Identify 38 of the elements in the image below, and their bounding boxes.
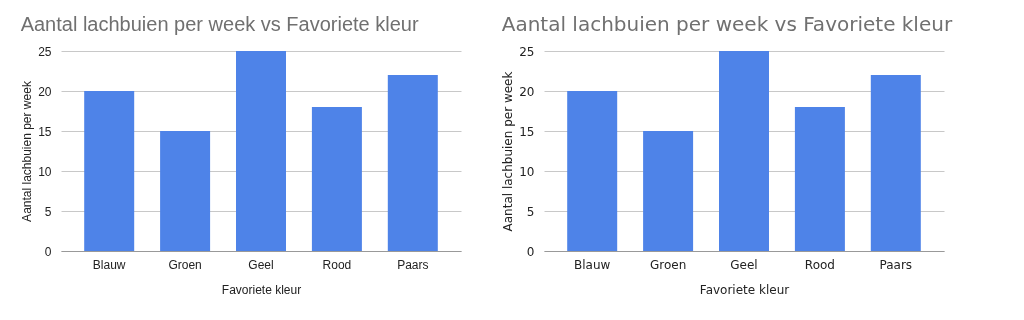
bar: [643, 131, 694, 251]
y-axis-title: Aantal lachbuien per week: [20, 80, 35, 222]
x-tick-label: Paars: [397, 257, 429, 272]
bar: [567, 91, 618, 251]
y-tick-label: 15: [519, 124, 535, 139]
y-axis-title: Aantal lachbuien per week: [501, 71, 516, 232]
bar: [387, 75, 438, 251]
x-tick-label: Rood: [322, 257, 352, 272]
y-tick-label: 0: [44, 244, 52, 259]
bar: [794, 107, 845, 251]
x-tick-label: Paars: [879, 257, 913, 272]
y-tick-label: 20: [519, 84, 535, 99]
bar: [719, 51, 769, 251]
y-tick-label: 10: [519, 164, 535, 179]
chart-title: Aantal lachbuien per week vs Favoriete kleur: [20, 13, 419, 35]
x-axis-title: Favoriete kleur: [699, 282, 790, 297]
y-tick-label: 0: [526, 244, 535, 259]
y-tick-label: 5: [526, 204, 535, 219]
bar: [311, 107, 362, 251]
x-tick-label: Geel: [248, 257, 274, 272]
x-tick-label: Groen: [168, 257, 202, 272]
y-tick-label: 5: [44, 204, 52, 219]
x-axis-title: Favoriete kleur: [221, 282, 302, 297]
bar: [236, 51, 286, 251]
x-tick-label: Blauw: [574, 257, 611, 272]
bar: [160, 131, 211, 251]
bar: [870, 75, 921, 251]
x-tick-label: Geel: [730, 257, 758, 272]
y-tick-label: 25: [519, 44, 535, 59]
y-tick-label: 15: [38, 124, 52, 139]
chart-title: Aantal lachbuien per week vs Favoriete kleur: [501, 12, 953, 36]
x-tick-label: Blauw: [92, 257, 126, 272]
y-tick-label: 25: [38, 44, 52, 59]
y-tick-label: 10: [38, 164, 52, 179]
bar: [84, 91, 135, 251]
x-tick-label: Rood: [804, 257, 835, 272]
y-tick-label: 20: [38, 84, 52, 99]
x-tick-label: Groen: [649, 257, 687, 272]
